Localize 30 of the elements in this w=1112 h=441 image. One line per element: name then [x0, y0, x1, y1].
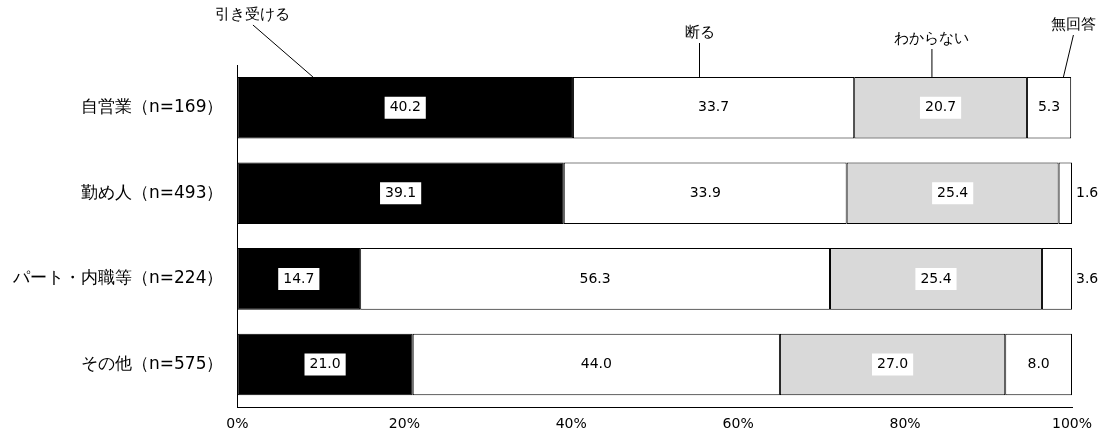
data-label: 39.1	[385, 183, 417, 200]
data-label: 40.2	[389, 98, 421, 115]
data-label: 3.6	[1076, 269, 1099, 286]
data-label: 56.3	[579, 269, 611, 286]
y-tick-label: パート・内職等（n=224）	[12, 267, 224, 288]
x-tick-label: 0%	[226, 415, 249, 432]
x-tick-label: 80%	[889, 415, 921, 432]
data-label: 1.6	[1076, 183, 1099, 200]
data-label: 27.0	[876, 355, 909, 372]
data-label: 5.3	[1037, 98, 1061, 115]
text: わからない	[894, 29, 970, 48]
x-tick-label: 60%	[722, 415, 754, 432]
data-label: 14.7	[283, 269, 315, 286]
text: 無回答	[1050, 15, 1096, 34]
data-label: 8.0	[1027, 355, 1050, 372]
data-label: 33.9	[689, 183, 721, 200]
data-label: 44.0	[580, 355, 612, 372]
text: 断る	[684, 23, 715, 42]
x-tick-label: 40%	[555, 415, 587, 432]
data-label: 21.0	[309, 355, 341, 372]
x-tick-label: 100%	[1051, 415, 1093, 432]
data-label: 20.7	[924, 98, 957, 115]
y-tick-label: 勤め人（n=493）	[81, 181, 224, 202]
x-tick-label: 20%	[388, 415, 420, 432]
text: 引き受ける	[215, 5, 291, 24]
data-label: 33.7	[697, 98, 730, 115]
y-tick-label: その他（n=575）	[81, 352, 224, 373]
data-label: 25.4	[920, 269, 952, 286]
y-tick-label: 自営業（n=169）	[81, 96, 224, 117]
data-label: 25.4	[937, 183, 969, 200]
